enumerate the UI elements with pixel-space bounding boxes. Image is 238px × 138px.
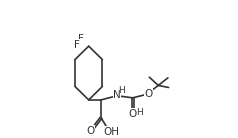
Text: O: O — [144, 89, 153, 99]
Text: O: O — [128, 109, 136, 119]
Text: OH: OH — [104, 127, 120, 137]
Text: F: F — [74, 40, 80, 50]
Text: H: H — [136, 108, 143, 117]
Text: N: N — [113, 90, 121, 100]
Text: H: H — [118, 86, 125, 95]
Text: O: O — [86, 126, 94, 136]
Text: F: F — [78, 34, 84, 44]
